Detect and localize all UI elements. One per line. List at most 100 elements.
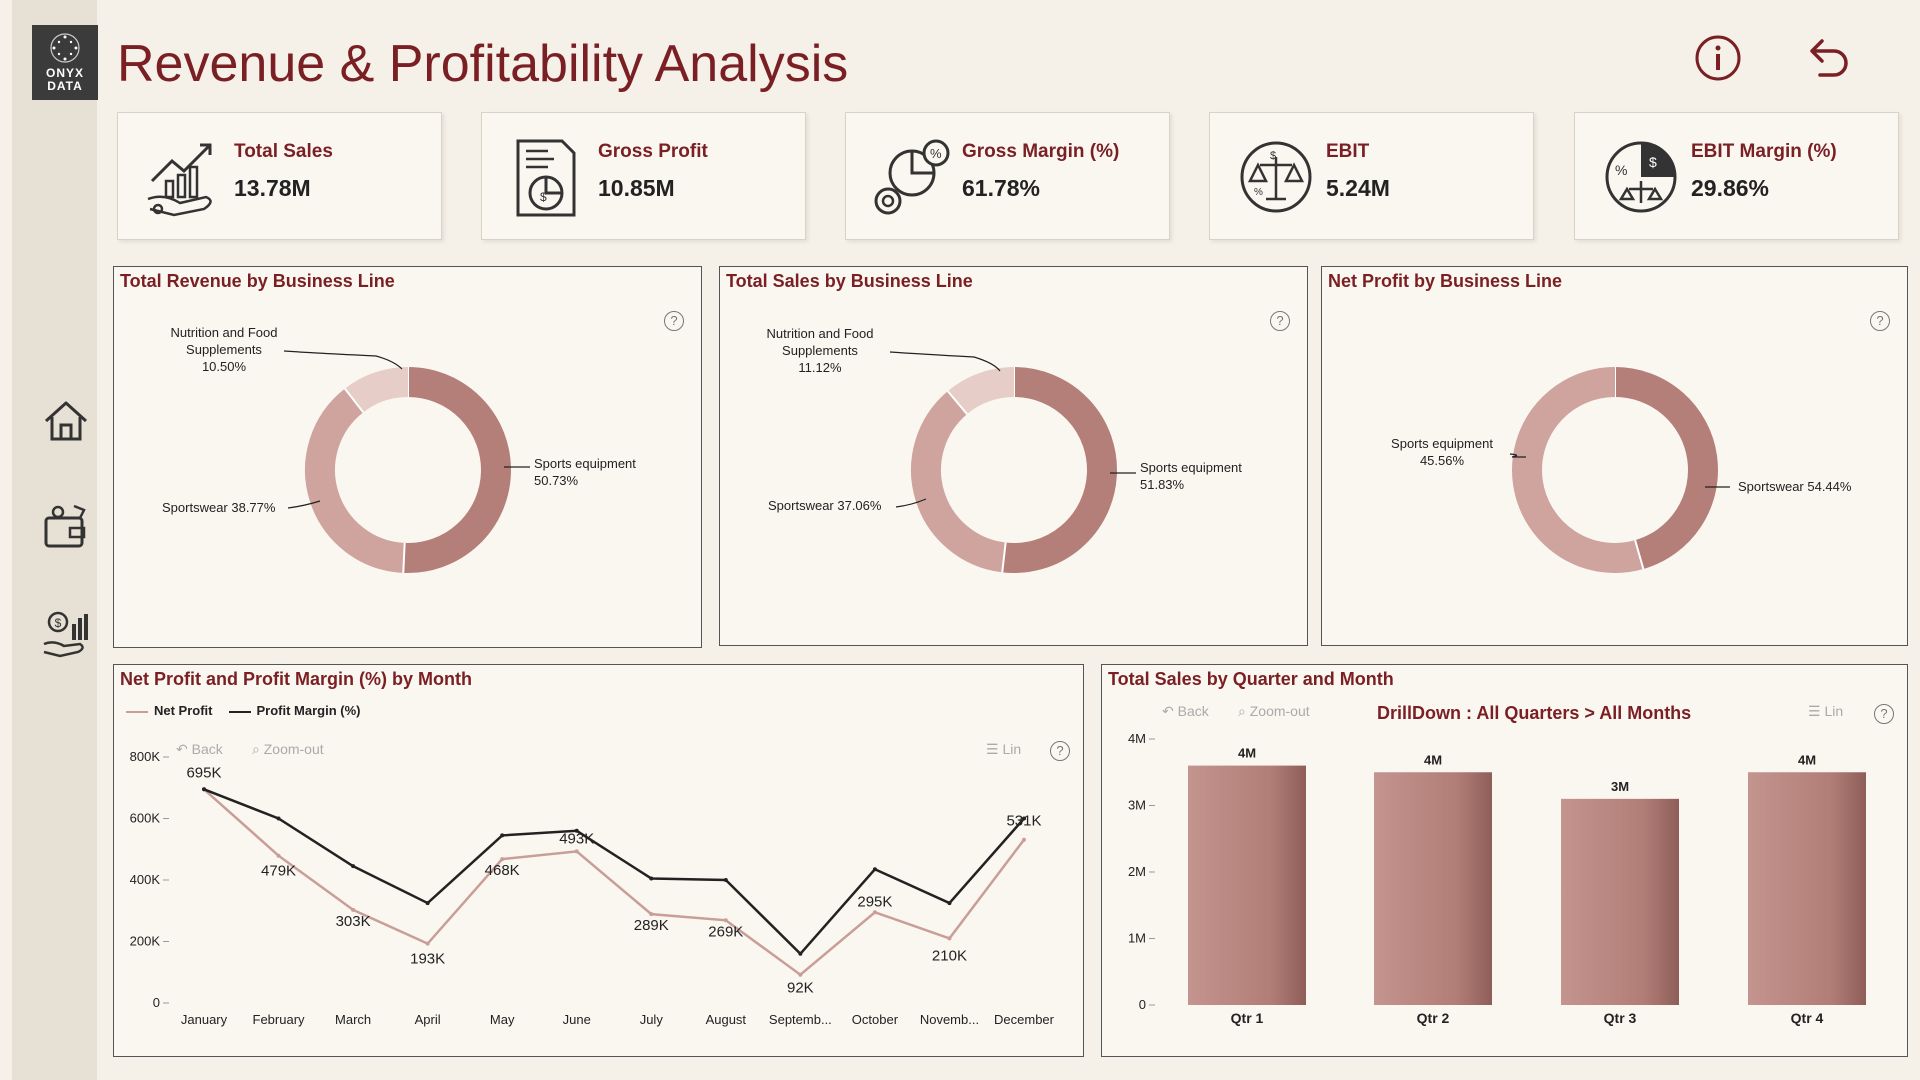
data-label: 4M [1238, 746, 1256, 761]
zoom-label: Zoom-out [263, 741, 324, 757]
y-tick-label: 800K [130, 749, 161, 764]
data-label: 210K [932, 947, 967, 964]
series-line-net-profit[interactable] [203, 788, 1025, 977]
x-tick-label: October [852, 1012, 899, 1027]
donut-slice-sportswear[interactable] [305, 388, 406, 573]
slice-separator [402, 542, 406, 573]
help-icon[interactable]: ? [1270, 311, 1290, 331]
legend-item-net-profit[interactable]: Net Profit [126, 703, 213, 718]
bar-qtr-3[interactable] [1561, 798, 1679, 1005]
data-label-sports-equipment: Sports equipment 51.83% [1140, 460, 1242, 492]
help-icon[interactable]: ? [1874, 704, 1894, 724]
data-label: 92K [787, 980, 814, 997]
series-line-profit-margin-[interactable] [203, 788, 1025, 956]
donut-chart [1509, 367, 1730, 573]
line-chart: 0 200K 400K 600K 800K January February March Apr… [130, 749, 1055, 1027]
data-label-sports-equipment: Sports equipment 45.56% [1391, 436, 1493, 468]
drilldown-breadcrumb[interactable]: DrillDown : All Quarters > All Months [1377, 703, 1692, 723]
data-point[interactable] [574, 849, 579, 854]
zoom-out-button[interactable]: ⌕ Zoom-out [252, 741, 324, 757]
sidebar: ONYX DATA $ [12, 0, 98, 1080]
finance-icon[interactable]: $ [40, 608, 92, 660]
y-tick-label: 400K [130, 872, 161, 887]
data-point[interactable] [798, 951, 803, 956]
x-tick-label: August [706, 1012, 747, 1027]
svg-text:$: $ [1649, 154, 1657, 170]
y-tick-label: 200K [130, 934, 161, 949]
data-point[interactable] [723, 918, 728, 923]
page-title: Revenue & Profitability Analysis [117, 35, 849, 93]
donut-slice-sportswear[interactable] [1512, 367, 1644, 573]
report-icon: $ [516, 139, 576, 217]
back-button[interactable]: ↶ Back [176, 741, 223, 757]
data-point[interactable] [276, 816, 281, 821]
data-point[interactable] [649, 912, 654, 917]
data-point[interactable] [649, 876, 654, 881]
donut-chart [889, 351, 1136, 573]
back-button[interactable]: ↶ Back [1162, 703, 1209, 719]
info-icon[interactable] [1693, 33, 1743, 83]
bar-qtr-4[interactable] [1748, 772, 1866, 1005]
svg-text:%: % [1615, 162, 1627, 178]
data-point[interactable] [202, 787, 206, 792]
bar-qtr-2[interactable] [1374, 772, 1492, 1005]
wallet-icon[interactable] [40, 502, 92, 554]
x-tick-label: May [490, 1012, 515, 1027]
help-icon[interactable]: ? [1050, 741, 1070, 761]
legend-item-profit-margin[interactable]: Profit Margin (%) [228, 703, 361, 718]
undo-icon[interactable] [1802, 33, 1852, 83]
kpi-value: 61.78% [962, 175, 1041, 201]
kpi-card-gross-margin: % Gross Margin (%) 61.78% [845, 112, 1170, 240]
bar-qtr-1[interactable] [1188, 765, 1306, 1005]
donut-slice-nutrition-and-food-supplements[interactable] [344, 367, 409, 413]
bar-chart: 0 1M 2M 3M 4M 4M Qtr 1 4M Qtr 2 3M Qtr 3 4M Qtr 4 [1128, 731, 1866, 1026]
data-point[interactable] [947, 901, 952, 906]
data-point[interactable] [798, 972, 803, 977]
y-tick-label: 3M [1128, 798, 1146, 813]
scale-toggle[interactable]: ☰ Lin [1808, 703, 1844, 719]
data-point[interactable] [872, 910, 877, 915]
data-point[interactable] [723, 878, 728, 882]
data-point[interactable] [1022, 816, 1026, 821]
x-tick-label: March [335, 1012, 371, 1027]
donut-slice-sports-equipment[interactable] [1002, 367, 1117, 573]
zoom-out-button[interactable]: ⌕ Zoom-out [1238, 703, 1310, 719]
data-point[interactable] [425, 941, 430, 946]
help-icon[interactable]: ? [664, 311, 684, 331]
leader-line [895, 498, 927, 508]
kpi-label: EBIT Margin (%) [1691, 141, 1837, 162]
kpi-card-ebit-margin: $ % EBIT Margin (%) 29.86% [1574, 112, 1899, 240]
x-tick-label: Qtr 3 [1604, 1010, 1637, 1026]
data-point[interactable] [351, 907, 356, 912]
kpi-value: 29.86% [1691, 175, 1770, 201]
leader-line [1509, 453, 1526, 458]
x-tick-label: December [994, 1012, 1055, 1027]
data-point[interactable] [500, 833, 505, 838]
data-point[interactable] [872, 867, 877, 872]
kpi-card-gross-profit: $ Gross Profit 10.85M [481, 112, 806, 240]
data-point[interactable] [500, 857, 505, 862]
scale-toggle[interactable]: ☰ Lin [986, 741, 1022, 757]
svg-text:%: % [1254, 187, 1263, 198]
donut-slice-sportswear[interactable] [911, 391, 1007, 573]
home-icon[interactable] [40, 395, 92, 447]
data-label: 468K [485, 862, 520, 879]
panel-title: Net Profit by Business Line [1328, 271, 1563, 291]
help-icon[interactable]: ? [1870, 311, 1890, 331]
donut-slice-sports-equipment[interactable] [403, 367, 511, 573]
slice-separator [1001, 542, 1007, 573]
slice-separator [946, 390, 968, 415]
data-point[interactable] [425, 901, 430, 906]
data-point[interactable] [1022, 837, 1026, 842]
data-point[interactable] [574, 828, 579, 833]
growth-hand-icon [147, 143, 212, 217]
data-point[interactable] [276, 853, 281, 858]
data-point[interactable] [947, 936, 952, 941]
x-tick-label: January [181, 1012, 228, 1027]
data-label-sportswear: Sportswear 38.77% [162, 500, 276, 515]
donut-slice-nutrition-and-food-supplements[interactable] [947, 367, 1015, 415]
data-label-sportswear: Sportswear 37.06% [768, 498, 882, 513]
data-point[interactable] [351, 864, 356, 869]
donut-slice-sports-equipment[interactable] [1614, 367, 1718, 570]
x-tick-label: Qtr 1 [1231, 1010, 1264, 1026]
